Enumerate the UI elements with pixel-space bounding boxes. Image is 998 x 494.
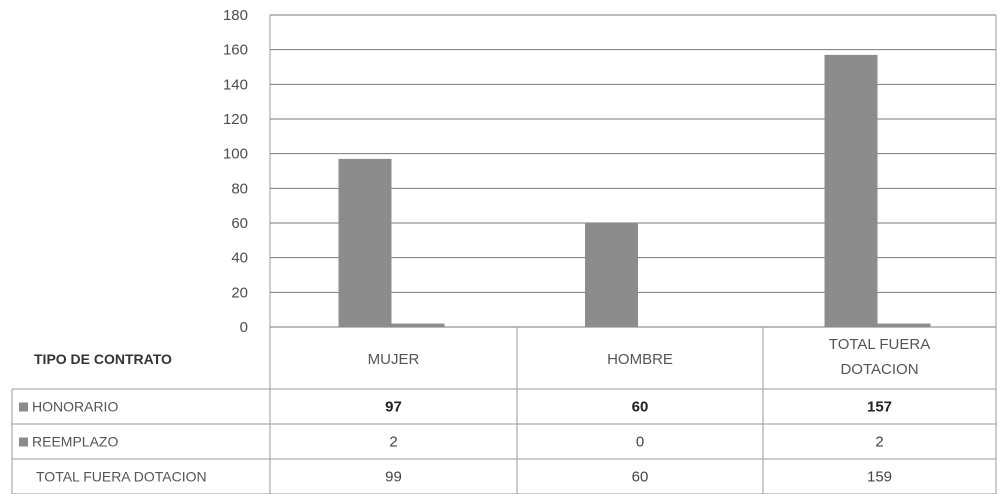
- y-tick-label: 100: [223, 146, 248, 163]
- row-label: HONORARIO: [32, 399, 118, 415]
- bar: [391, 323, 445, 327]
- legend-key: [19, 402, 28, 412]
- data-label: 2: [389, 434, 397, 451]
- category-label: TOTAL FUERA: [829, 336, 930, 353]
- bar: [824, 54, 878, 327]
- y-tick-label: 140: [223, 76, 248, 93]
- data-table: TIPO DE CONTRATO MUJER HOMBRE TOTAL FUERA DO…: [11, 327, 997, 494]
- y-tick-label: 120: [223, 111, 248, 128]
- y-tick-label: 0: [240, 319, 248, 336]
- y-tick-label: 60: [231, 215, 248, 232]
- y-tick-label: 80: [231, 180, 248, 197]
- bar: [585, 223, 638, 327]
- y-axis-tick-labels: 0 20 40 60 80 100 120 140 160 180: [223, 7, 248, 336]
- data-label: 159: [867, 469, 892, 486]
- category-label: MUJER: [368, 351, 420, 368]
- data-label: 99: [385, 469, 402, 486]
- y-tick-label: 20: [231, 284, 248, 301]
- data-label: 97: [385, 399, 402, 416]
- y-tick-label: 160: [223, 42, 248, 59]
- data-label: 157: [867, 399, 892, 416]
- table-header-label: TIPO DE CONTRATO: [34, 351, 172, 367]
- data-label: 60: [632, 469, 649, 486]
- data-label: 60: [632, 399, 649, 416]
- row-label: TOTAL FUERA DOTACION: [36, 469, 207, 485]
- category-label: HOMBRE: [607, 351, 673, 368]
- data-label: 2: [875, 434, 883, 451]
- bar: [338, 158, 392, 327]
- category-label: DOTACION: [840, 361, 918, 378]
- y-tick-label: 180: [223, 7, 248, 24]
- bar: [877, 323, 931, 327]
- y-tick-label: 40: [231, 250, 248, 267]
- row-label: REEMPLAZO: [32, 434, 118, 450]
- bars: [338, 54, 931, 327]
- data-label: 0: [636, 434, 644, 451]
- legend-key: [19, 437, 28, 447]
